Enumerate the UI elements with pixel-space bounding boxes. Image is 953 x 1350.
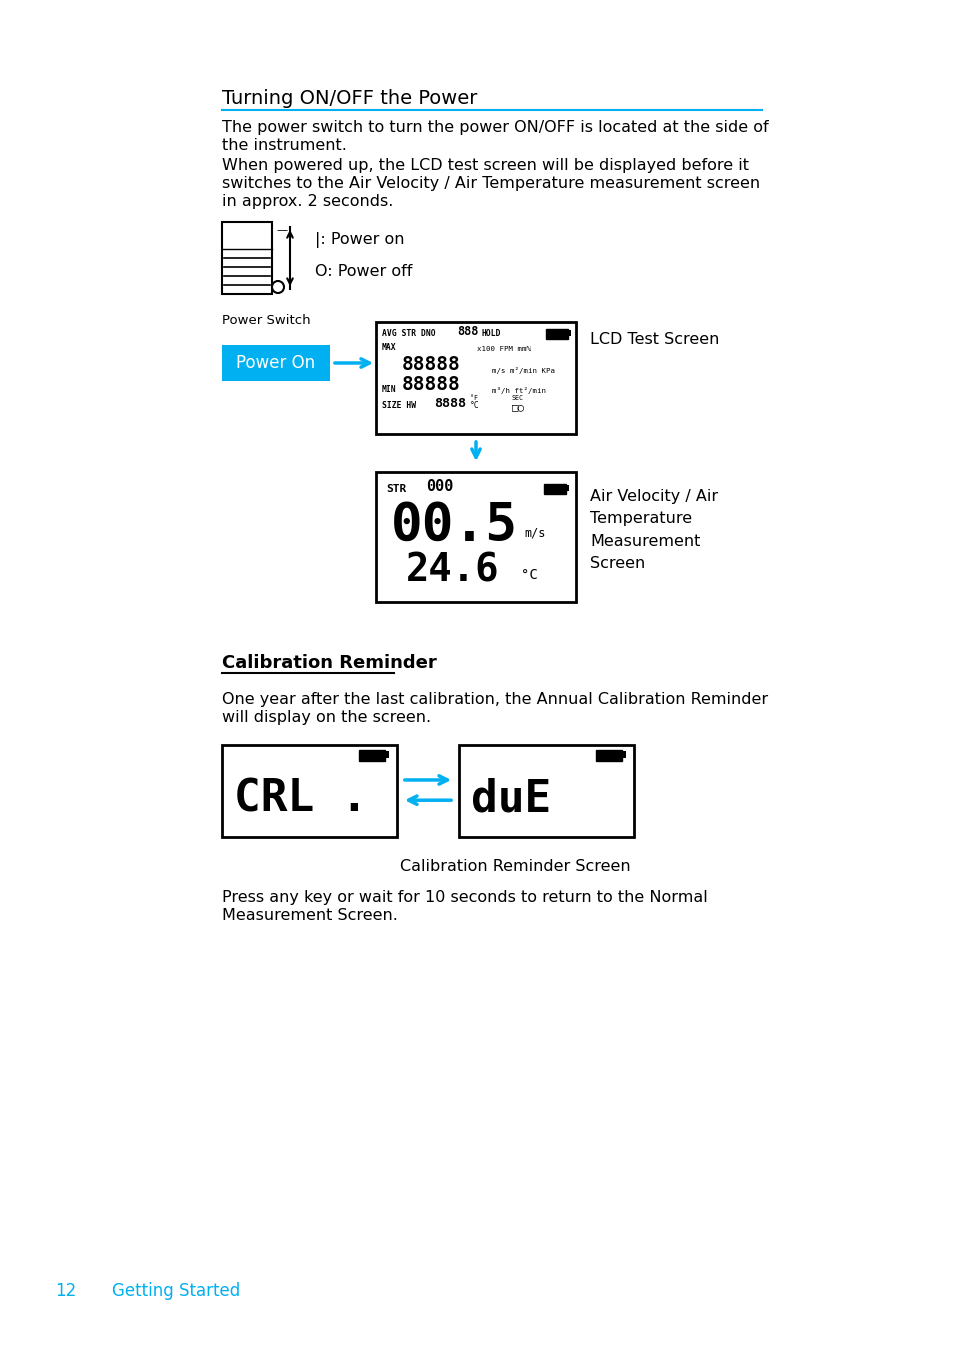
Text: Press any key or wait for 10 seconds to return to the Normal: Press any key or wait for 10 seconds to … (222, 890, 707, 905)
FancyBboxPatch shape (621, 751, 625, 757)
Text: MIN: MIN (381, 385, 396, 394)
FancyBboxPatch shape (222, 221, 272, 294)
Text: will display on the screen.: will display on the screen. (222, 710, 431, 725)
Text: AVG STR DNO: AVG STR DNO (381, 329, 436, 338)
Text: 8888: 8888 (434, 397, 465, 410)
Text: Air Velocity / Air: Air Velocity / Air (589, 490, 718, 505)
Text: SEC: SEC (512, 396, 523, 401)
Text: Screen: Screen (589, 555, 644, 571)
Text: switches to the Air Velocity / Air Temperature measurement screen: switches to the Air Velocity / Air Tempe… (222, 176, 760, 190)
Text: Power On: Power On (236, 354, 315, 373)
FancyBboxPatch shape (222, 346, 330, 381)
Text: in approx. 2 seconds.: in approx. 2 seconds. (222, 194, 393, 209)
Text: CRL .: CRL . (233, 778, 367, 819)
Text: —: — (275, 225, 287, 235)
Text: The power switch to turn the power ON/OFF is located at the side of: The power switch to turn the power ON/OF… (222, 120, 768, 135)
Text: m/s m²/min KPa: m/s m²/min KPa (492, 367, 555, 374)
FancyBboxPatch shape (358, 751, 385, 761)
Text: °C: °C (470, 401, 479, 410)
Text: When powered up, the LCD test screen will be displayed before it: When powered up, the LCD test screen wil… (222, 158, 748, 173)
Text: Measurement: Measurement (589, 533, 700, 548)
Text: 888: 888 (456, 325, 477, 338)
Text: O: Power off: O: Power off (314, 265, 412, 279)
Text: duE: duE (471, 778, 551, 819)
Text: LCD Test Screen: LCD Test Screen (589, 332, 719, 347)
Text: Calibration Reminder: Calibration Reminder (222, 653, 436, 672)
Text: m³/h ft²/min: m³/h ft²/min (492, 387, 545, 394)
Text: m/s: m/s (523, 526, 545, 540)
Text: °C: °C (520, 568, 537, 582)
Text: Power Switch: Power Switch (222, 315, 311, 327)
FancyBboxPatch shape (385, 751, 389, 757)
Text: x100 FPM mmℕ: x100 FPM mmℕ (476, 346, 531, 352)
Text: One year after the last calibration, the Annual Calibration Reminder: One year after the last calibration, the… (222, 693, 767, 707)
Text: Getting Started: Getting Started (112, 1282, 240, 1300)
Text: Calibration Reminder Screen: Calibration Reminder Screen (399, 859, 630, 873)
Text: Temperature: Temperature (589, 512, 691, 526)
Text: HOLD: HOLD (481, 329, 501, 338)
Text: MAX: MAX (381, 343, 396, 352)
Text: °F: °F (470, 396, 477, 401)
FancyBboxPatch shape (545, 329, 567, 339)
Text: 88888: 88888 (401, 355, 460, 374)
Text: |: Power on: |: Power on (314, 232, 404, 248)
FancyBboxPatch shape (458, 745, 634, 837)
FancyBboxPatch shape (565, 485, 568, 491)
FancyBboxPatch shape (567, 329, 571, 336)
FancyBboxPatch shape (596, 751, 621, 761)
Text: 12: 12 (55, 1282, 76, 1300)
Text: 24.6: 24.6 (406, 552, 499, 590)
FancyBboxPatch shape (375, 472, 576, 602)
Text: 000: 000 (426, 479, 453, 494)
Circle shape (272, 281, 284, 293)
Text: 00.5: 00.5 (391, 500, 517, 552)
Text: □○: □○ (512, 402, 524, 412)
Text: 88888: 88888 (401, 375, 460, 394)
FancyBboxPatch shape (375, 323, 576, 433)
Text: Measurement Screen.: Measurement Screen. (222, 909, 397, 923)
Text: Turning ON/OFF the Power: Turning ON/OFF the Power (222, 89, 476, 108)
Text: STR: STR (386, 485, 406, 494)
Text: SIZE HW: SIZE HW (381, 401, 416, 410)
FancyBboxPatch shape (543, 485, 565, 494)
Text: the instrument.: the instrument. (222, 138, 347, 153)
FancyBboxPatch shape (222, 745, 396, 837)
